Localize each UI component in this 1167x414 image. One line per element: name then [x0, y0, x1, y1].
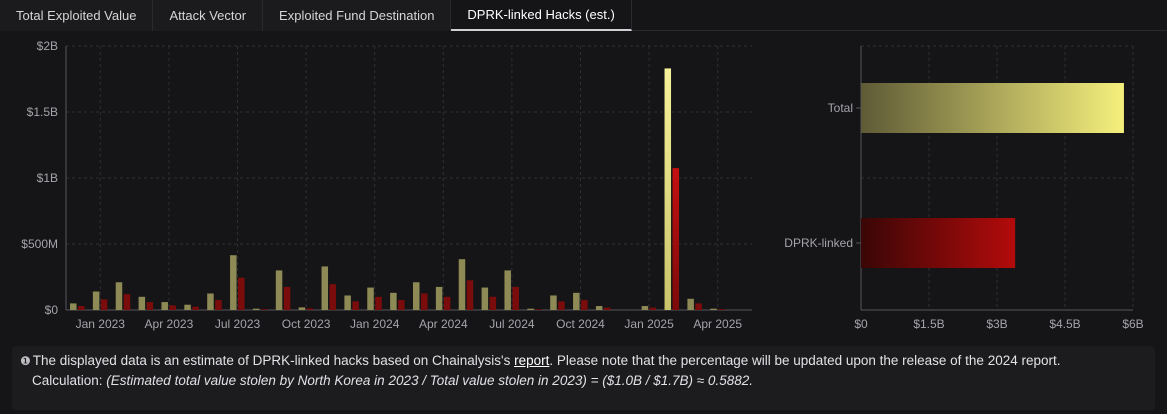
dprk-bar	[466, 280, 474, 310]
x-tick-label: $0	[854, 317, 868, 331]
total-bar	[275, 270, 283, 310]
y-tick-label: $1B	[37, 171, 58, 185]
total-vs-dprk-bar-chart: $0 $1.5B $3B $4.5B $6B Total DPRK-linked	[784, 45, 1144, 331]
dprk-bar	[329, 284, 337, 310]
dprk-bar	[306, 308, 314, 310]
category-label: Total	[828, 101, 853, 115]
y-tick-label: $500M	[21, 237, 58, 251]
dprk-bar	[260, 309, 268, 310]
x-tick-label: Oct 2023	[282, 317, 331, 331]
total-bar	[161, 302, 168, 310]
dprk-bar	[581, 300, 588, 310]
dprk-bar	[398, 300, 405, 310]
total-bar	[435, 286, 443, 310]
total-bar	[641, 306, 649, 310]
info-icon: ❶	[20, 354, 31, 368]
total-bar	[481, 287, 489, 310]
dprk-bar	[649, 307, 657, 310]
dprk-linked-bar	[861, 218, 1016, 268]
x-tick-label: Apr 2023	[145, 317, 194, 331]
total-bar	[298, 307, 306, 310]
total-bar	[390, 292, 397, 310]
dprk-bar	[718, 309, 725, 310]
x-tick-label: Apr 2025	[693, 317, 742, 331]
y-tick-label: $1.5B	[27, 105, 58, 119]
x-tick-label: Jan 2023	[76, 317, 126, 331]
dprk-bar	[78, 306, 85, 310]
dprk-bar	[352, 301, 359, 310]
dprk-bar	[603, 307, 611, 310]
tab-bar: Total Exploited Value Attack Vector Expl…	[0, 0, 1167, 31]
dprk-bar	[283, 286, 291, 310]
total-bar	[687, 298, 694, 310]
note-text-2: . Please note that the percentage will b…	[549, 353, 1061, 368]
dprk-bar	[512, 286, 519, 310]
note-text-1: The displayed data is an estimate of DPR…	[32, 353, 515, 368]
report-link[interactable]: report	[514, 353, 550, 368]
total-bar	[344, 295, 351, 310]
tab-attack-vector[interactable]: Attack Vector	[153, 0, 264, 31]
total-bar	[115, 282, 123, 310]
total-bar	[595, 306, 603, 310]
category-label: DPRK-linked	[784, 236, 853, 250]
dprk-bar	[443, 296, 451, 310]
tab-bar-spacer	[631, 0, 1167, 31]
dprk-bar	[100, 299, 108, 310]
x-tick-label: Oct 2024	[556, 317, 605, 331]
dprk-bar	[695, 303, 702, 310]
total-bar	[504, 270, 511, 310]
x-tick-label: Jul 2024	[489, 317, 535, 331]
x-tick-label: Jul 2023	[215, 317, 261, 331]
dprk-bar	[375, 296, 382, 310]
x-tick-label: $6B	[1122, 317, 1143, 331]
dprk-bar	[169, 305, 176, 310]
dprk-bar	[558, 301, 565, 310]
dprk-bar	[146, 302, 154, 310]
total-bar	[458, 259, 466, 310]
tab-dprk-linked-hacks[interactable]: DPRK-linked Hacks (est.)	[451, 0, 632, 31]
total-bar	[230, 255, 237, 310]
dprk-bar	[421, 293, 428, 310]
x-tick-label: $1.5B	[913, 317, 944, 331]
total-bar	[321, 266, 329, 310]
dprk-bar	[672, 168, 680, 310]
dprk-bar	[489, 296, 497, 310]
dprk-bar	[535, 309, 542, 310]
x-tick-label: Apr 2024	[419, 317, 468, 331]
total-bar	[573, 292, 580, 310]
total-bar	[413, 282, 420, 310]
tab-exploited-fund-destination[interactable]: Exploited Fund Destination	[263, 0, 452, 31]
total-bar	[138, 296, 146, 310]
dprk-bar	[215, 300, 222, 310]
dprk-bar	[123, 294, 131, 310]
dprk-bar	[238, 277, 245, 310]
total-bar	[184, 304, 191, 310]
x-tick-label: Jan 2025	[624, 317, 674, 331]
y-tick-label: $2B	[37, 39, 58, 53]
note-line-1: ❶ The displayed data is an estimate of DP…	[20, 351, 1147, 371]
total-bar	[70, 303, 77, 310]
total-bar	[207, 293, 214, 310]
total-bar	[527, 308, 534, 310]
total-bar	[550, 295, 557, 310]
calc-formula: (Estimated total value stolen by North K…	[106, 373, 753, 388]
total-bar	[252, 308, 260, 310]
info-note: ❶ The displayed data is an estimate of DP…	[12, 346, 1155, 410]
x-tick-label: $3B	[986, 317, 1007, 331]
total-bar	[92, 291, 100, 310]
total-bar	[710, 308, 717, 310]
x-tick-label: Jan 2024	[350, 317, 400, 331]
charts-area: $0 $500M $1B $1.5B $2B Jan 2023 Apr 2023 Jul 20…	[21, 39, 1144, 331]
total-bar	[861, 83, 1124, 133]
y-tick-label: $0	[45, 303, 59, 317]
calc-label: Calculation:	[32, 373, 107, 388]
note-line-2: Calculation: (Estimated total value stol…	[20, 371, 1147, 391]
tab-total-exploited-value[interactable]: Total Exploited Value	[0, 0, 154, 31]
total-bar	[664, 68, 672, 310]
dprk-bar	[192, 306, 199, 310]
total-bar	[367, 287, 374, 310]
x-tick-label: $4.5B	[1049, 317, 1080, 331]
monthly-bar-chart: $0 $500M $1B $1.5B $2B Jan 2023 Apr 2023 Jul 20…	[21, 39, 752, 331]
